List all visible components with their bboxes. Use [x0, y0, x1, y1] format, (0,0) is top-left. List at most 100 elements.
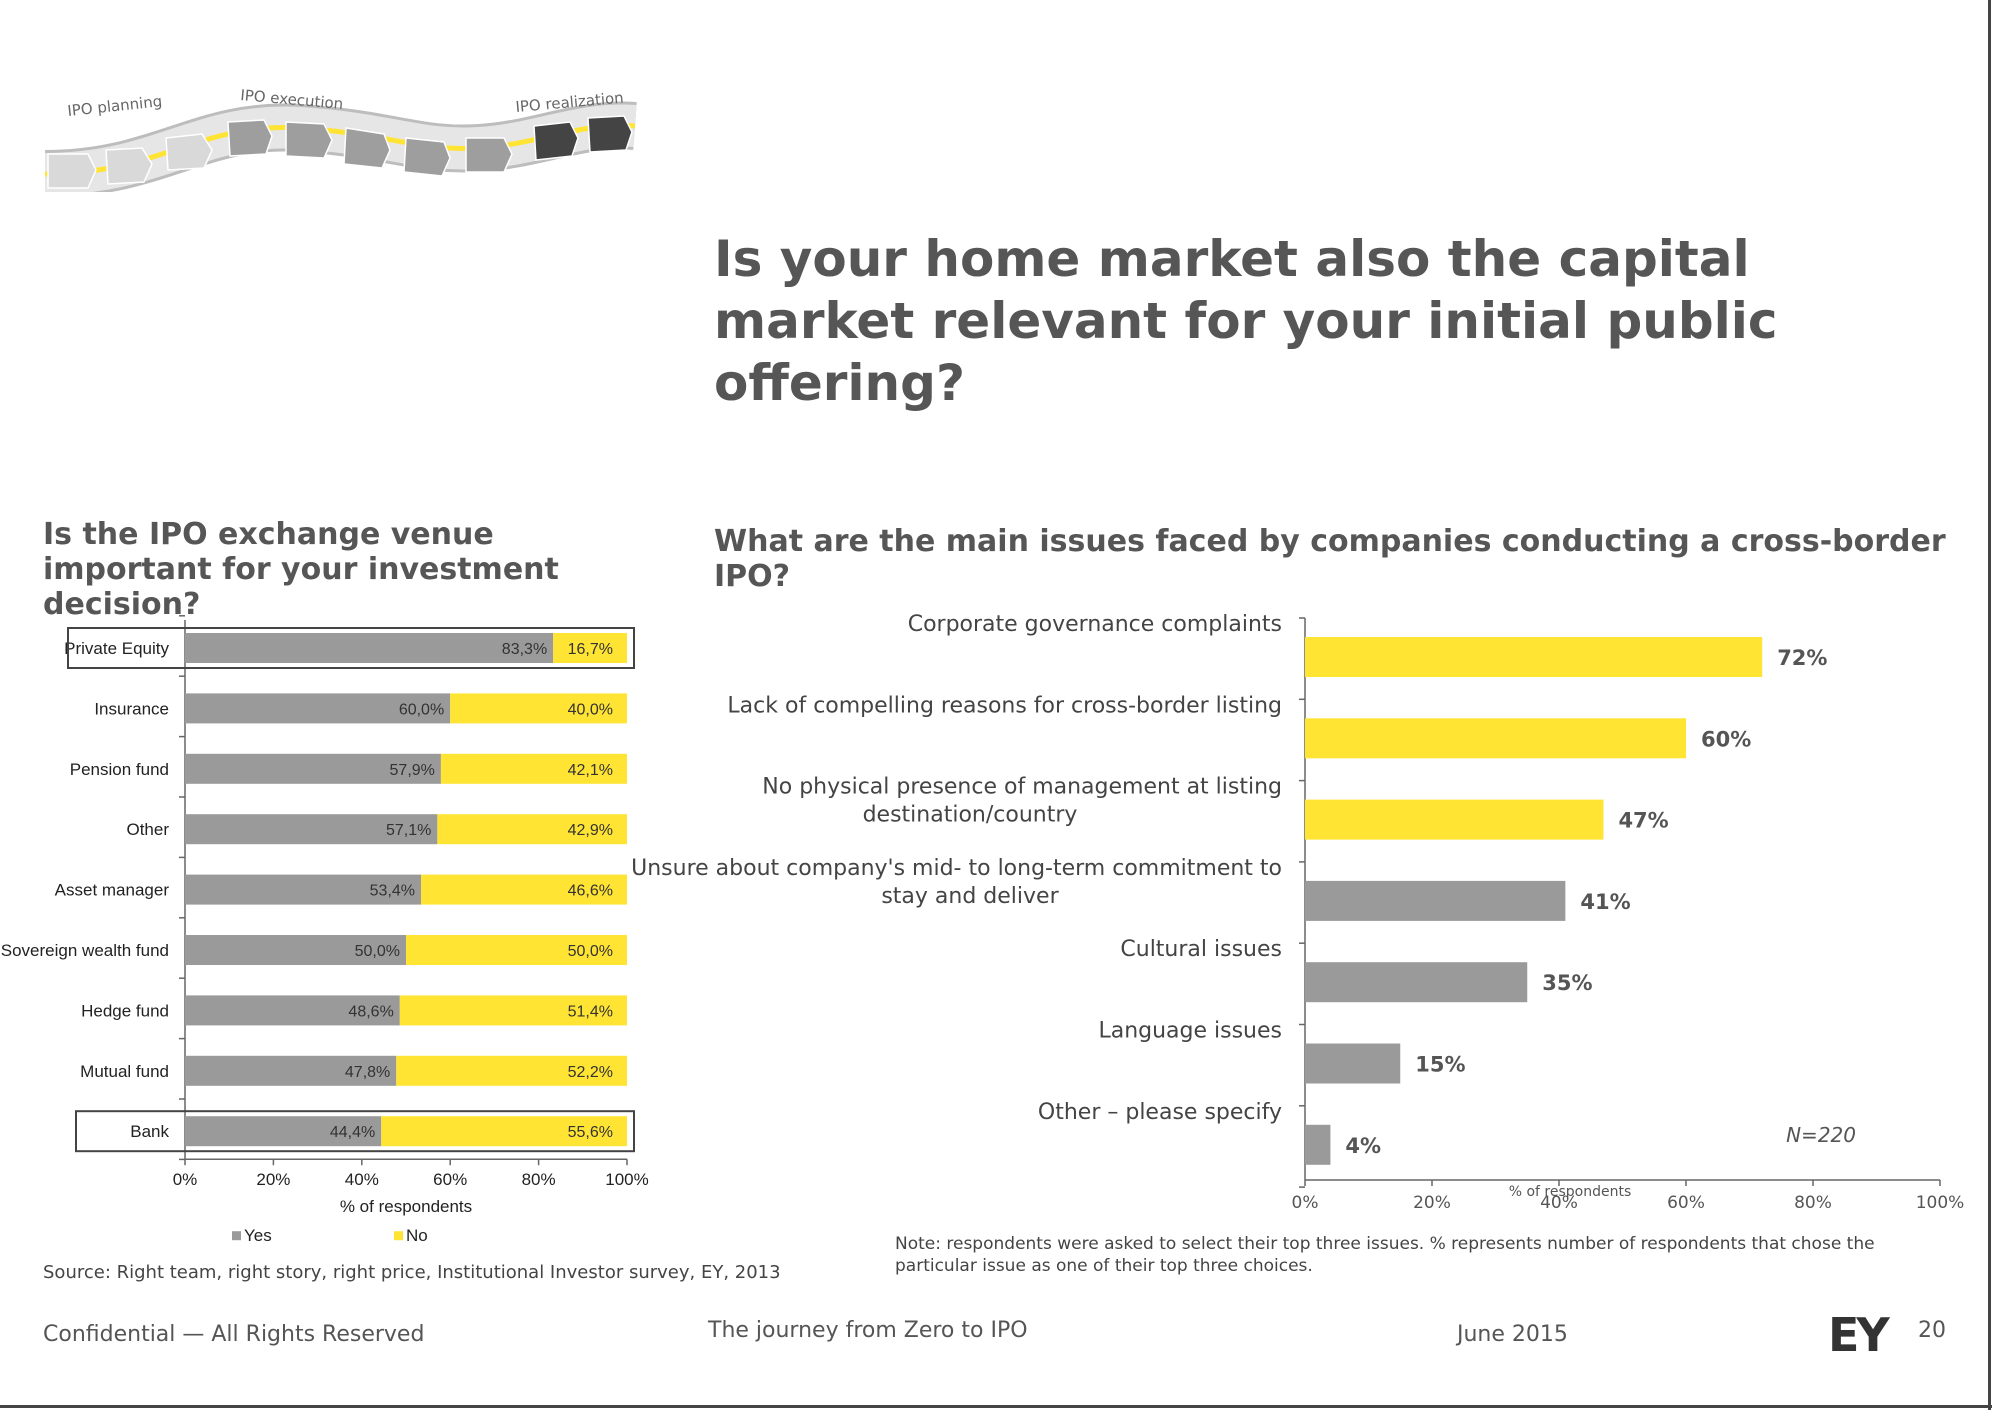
bar-label-no: 50,0% — [568, 943, 613, 960]
bar-label-no: 51,4% — [568, 1003, 613, 1020]
step-2 — [105, 147, 153, 185]
bar-label-no: 40,0% — [568, 701, 613, 718]
issue-category-label: Language issues — [1098, 1019, 1282, 1044]
bar-label-yes: 57,1% — [386, 822, 431, 839]
step-7 — [403, 137, 451, 177]
issue-bar — [1305, 718, 1686, 759]
issue-bar-label: 41% — [1580, 890, 1630, 914]
page-title: Is your home market also the capital mar… — [714, 230, 1778, 412]
issue-bar-label: 4% — [1345, 1134, 1381, 1158]
issue-bar — [1305, 1124, 1331, 1165]
page-number: 20 — [1918, 1318, 1946, 1343]
step-9 — [533, 121, 579, 161]
legend-swatch-yes — [232, 1231, 241, 1241]
right-x-tick-label: 100% — [1916, 1193, 1965, 1213]
step-4 — [227, 119, 273, 157]
bar-yes — [185, 753, 441, 784]
step-10 — [587, 115, 633, 153]
bar-label-no: 46,6% — [568, 883, 613, 900]
bar-no — [396, 1055, 627, 1086]
category-label: Asset manager — [55, 881, 170, 900]
bar-yes — [185, 633, 554, 663]
category-label: Hedge fund — [81, 1001, 169, 1020]
issue-bar — [1305, 637, 1763, 677]
right-x-tick-label: 60% — [1667, 1193, 1705, 1213]
left-x-tick-label: 60% — [433, 1170, 467, 1189]
issue-bar — [1305, 962, 1528, 1003]
right-x-tick-label: 0% — [1292, 1193, 1319, 1213]
ipo-journey-road: IPO planning IPO execution IPO realizati… — [44, 86, 637, 192]
right-x-tick-label: 20% — [1413, 1193, 1451, 1213]
category-label: Pension fund — [70, 760, 169, 779]
category-label: Bank — [130, 1122, 169, 1141]
issue-category-label: Corporate governance complaints — [908, 612, 1282, 637]
bar-label-yes: 48,6% — [348, 1003, 393, 1020]
bar-label-yes: 53,4% — [370, 883, 415, 900]
category-label: Other — [126, 820, 169, 839]
bar-yes — [185, 1116, 382, 1147]
right-chart-title: What are the main issues faced by compan… — [714, 524, 1946, 594]
footer-confidential: Confidential — All Rights Reserved — [43, 1322, 425, 1347]
category-label: Sovereign wealth fund — [1, 941, 169, 960]
bar-label-yes: 83,3% — [502, 641, 547, 658]
issue-bar — [1305, 799, 1604, 840]
right-x-tick-label: 80% — [1794, 1193, 1832, 1213]
bar-no — [553, 633, 627, 663]
page-border-right — [1988, 0, 1991, 1410]
footnote: Note: respondents were asked to select t… — [895, 1234, 1875, 1276]
bar-no — [440, 753, 627, 784]
issue-bar-label: 15% — [1415, 1053, 1465, 1077]
issue-bar-label: 60% — [1701, 727, 1751, 751]
category-label: Mutual fund — [80, 1062, 169, 1081]
issue-category-label: Cultural issues — [1120, 937, 1282, 962]
category-label: Insurance — [94, 699, 169, 718]
bar-no — [450, 693, 627, 724]
bar-label-no: 55,6% — [568, 1124, 613, 1141]
legend-label-no: No — [406, 1226, 428, 1245]
step-5 — [285, 121, 333, 159]
bar-yes — [185, 1055, 397, 1086]
legend-label-yes: Yes — [244, 1226, 272, 1245]
step-1 — [47, 153, 97, 189]
bar-label-yes: 60,0% — [399, 701, 444, 718]
bar-label-no: 16,7% — [568, 641, 613, 658]
sample-size-annotation: N=220 — [1786, 1123, 1856, 1147]
bar-label-no: 52,2% — [568, 1064, 613, 1081]
page-border-bottom — [0, 1405, 1992, 1408]
cross-border-issues-chart: 72% Corporate governance complaints 60% Lac… — [631, 612, 1965, 1213]
bar-label-no: 42,1% — [568, 762, 613, 779]
bar-no — [399, 995, 627, 1026]
bar-label-yes: 44,4% — [330, 1124, 375, 1141]
bar-yes — [185, 693, 451, 724]
bar-label-yes: 50,0% — [355, 943, 400, 960]
bar-yes — [185, 874, 422, 905]
footer-journey: The journey from Zero to IPO — [708, 1318, 1028, 1343]
venue-importance-chart: 83,3% 16,7% Private Equity 60,0% 40,0% Insura… — [1, 615, 649, 1245]
bar-no — [381, 1116, 627, 1147]
issue-bar-label: 35% — [1542, 971, 1592, 995]
highlight-box — [67, 627, 635, 669]
highlight-box — [75, 1110, 635, 1153]
bar-label-yes: 57,9% — [390, 762, 435, 779]
bar-yes — [185, 935, 406, 965]
category-label: Private Equity — [64, 639, 169, 658]
bar-no — [406, 935, 627, 965]
left-x-tick-label: 20% — [256, 1170, 290, 1189]
right-x-axis-label: % of respondents — [1509, 1184, 1632, 1200]
left-x-tick-label: 100% — [605, 1170, 648, 1189]
step-3 — [165, 133, 213, 171]
left-x-tick-label: 0% — [173, 1170, 198, 1189]
issue-category-label: Unsure about company's mid- to long-term… — [631, 856, 1282, 909]
issue-category-label: Lack of compelling reasons for cross-bor… — [727, 693, 1282, 718]
issue-bar-label: 72% — [1777, 646, 1827, 670]
issue-category-label: No physical presence of management at li… — [762, 775, 1282, 828]
issue-bar-label: 47% — [1618, 809, 1668, 833]
footer-date: June 2015 — [1457, 1322, 1568, 1347]
bar-no — [437, 814, 627, 845]
issue-bar — [1305, 880, 1566, 921]
step-8 — [465, 137, 513, 173]
right-x-tick-label: 40% — [1540, 1193, 1578, 1213]
issue-bar — [1305, 1043, 1401, 1084]
journey-step-marks — [47, 115, 633, 189]
bar-label-no: 42,9% — [568, 822, 613, 839]
